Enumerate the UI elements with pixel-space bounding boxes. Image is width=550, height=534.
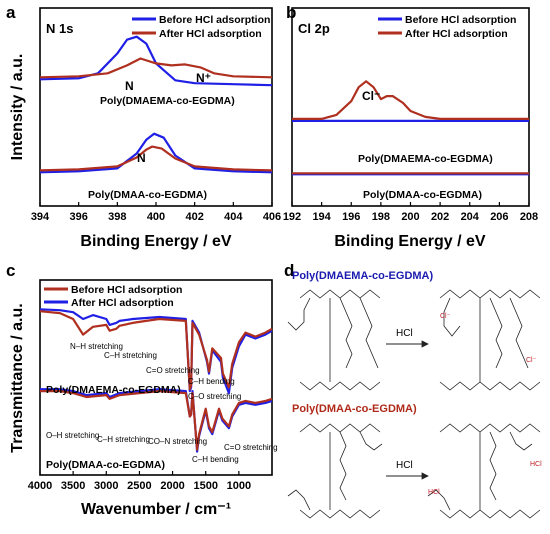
annotation-ch-stretching-top: C–H stretching bbox=[104, 351, 157, 360]
peak-label-n-bottom: N bbox=[137, 151, 146, 165]
x-axis-title-b: Binding Energy / eV bbox=[334, 233, 485, 250]
y-axis-title-c: Transmittance / a.u. bbox=[9, 303, 26, 452]
x-axis-title-c: Wavenumber / cm⁻¹ bbox=[81, 501, 231, 518]
x-tick-label-a-6: 406 bbox=[263, 211, 281, 223]
legend-label-before-b: Before HCl adsorption bbox=[405, 14, 516, 26]
annotation-con-stretching: CO–N stretching bbox=[148, 437, 207, 446]
peak-label-cl: Cl⁻ bbox=[362, 89, 380, 103]
legend-label-after-b: After HCl adsorption bbox=[405, 28, 508, 40]
series-line-c-1 bbox=[39, 310, 273, 391]
annotation-nh-stretching: N–H stretching bbox=[70, 342, 123, 351]
plot-b: 192 194 196 198 200 202 204 206 208 Cl 2p Before… bbox=[283, 7, 538, 250]
plot-c-frame bbox=[39, 279, 273, 476]
series-line-c-3 bbox=[40, 390, 273, 451]
x-tick-label-c-1: 3500 bbox=[61, 480, 85, 492]
x-tick-label-b-2: 196 bbox=[342, 211, 360, 223]
series-line-a-2 bbox=[39, 132, 273, 174]
cl-minus-label-right: Cl⁻ bbox=[526, 357, 537, 364]
scheme-title-top: Poly(DMAEMA-co-EGDMA) bbox=[292, 270, 433, 282]
x-tick-label-a-5: 404 bbox=[224, 211, 243, 223]
hcl-label-right: HCl bbox=[530, 461, 542, 468]
x-tick-label-a-3: 400 bbox=[147, 211, 165, 223]
plot-a: 394 396 398 400 402 404 406 N 1s Before HCl ad… bbox=[9, 7, 281, 250]
peak-label-n-top: N bbox=[125, 79, 134, 93]
series-line-a-3 bbox=[39, 145, 273, 172]
x-tick-label-a-2: 398 bbox=[108, 211, 126, 223]
x-axis-title-a: Binding Energy / eV bbox=[80, 233, 231, 250]
panel-letter-b: b bbox=[286, 3, 296, 22]
structure-dmaa-before bbox=[287, 423, 383, 519]
x-tick-label-b-4: 200 bbox=[401, 211, 419, 223]
legend-label-after-c: After HCl adsorption bbox=[71, 297, 174, 309]
y-axis-title-a: Intensity / a.u. bbox=[9, 54, 26, 161]
sample-label-b-bottom: Poly(DMAA-co-EGDMA) bbox=[363, 189, 482, 201]
x-tick-label-c-3: 2500 bbox=[127, 480, 151, 492]
annotation-oh-stretching: O–H stretching bbox=[46, 431, 99, 440]
reagent-label-bottom: HCl bbox=[396, 460, 413, 471]
series-line-a-0 bbox=[39, 35, 273, 87]
sample-label-c-top: Poly(DMAEMA-co-EGDMA) bbox=[46, 384, 181, 396]
x-tick-label-a-1: 396 bbox=[69, 211, 87, 223]
reaction-scheme: Poly(DMAEMA-co-EGDMA) Poly(DMAA-co-EGDMA… bbox=[287, 270, 542, 519]
x-tick-label-b-6: 204 bbox=[461, 211, 480, 223]
peak-label-nplus: N⁺ bbox=[196, 71, 211, 85]
core-level-label-a: N 1s bbox=[46, 21, 73, 36]
core-level-label-b: Cl 2p bbox=[298, 21, 330, 36]
series-line-a-1 bbox=[39, 57, 273, 79]
structure-dmaa-after bbox=[427, 423, 541, 519]
legend-label-before-a: Before HCl adsorption bbox=[159, 14, 270, 26]
x-tick-label-b-5: 202 bbox=[431, 211, 449, 223]
panel-letter-a: a bbox=[6, 3, 16, 22]
x-tick-label-b-3: 198 bbox=[372, 211, 390, 223]
x-tick-label-c-0: 4000 bbox=[28, 480, 52, 492]
annotation-co-stretching-top: C=O stretching bbox=[146, 366, 200, 375]
annotation-co-stretching-bottom: C=O stretching bbox=[224, 443, 278, 452]
cl-minus-label-top: Cl⁻ bbox=[440, 313, 451, 320]
scheme-title-bottom: Poly(DMAA-co-EGDMA) bbox=[292, 403, 417, 415]
series-line-b-1 bbox=[292, 80, 529, 121]
x-tick-label-c-4: 2000 bbox=[160, 480, 184, 492]
structure-dmaema-after bbox=[439, 289, 541, 391]
x-tick-label-c-2: 3000 bbox=[94, 480, 118, 492]
annotation-co-single-stretching-top: C–O stretching bbox=[188, 392, 241, 401]
structure-dmaema-before bbox=[287, 289, 381, 391]
annotation-ch-bending-bottom: C–H bending bbox=[192, 455, 239, 464]
legend-label-before-c: Before HCl adsorption bbox=[71, 284, 182, 296]
x-tick-label-a-4: 402 bbox=[185, 211, 203, 223]
x-tick-label-c-5: 1500 bbox=[193, 480, 217, 492]
reaction-arrow-top-head bbox=[421, 340, 429, 348]
panel-letter-c: c bbox=[6, 261, 15, 280]
x-tick-label-c-6: 1000 bbox=[227, 480, 251, 492]
x-tick-label-b-7: 206 bbox=[490, 211, 508, 223]
x-tick-label-b-1: 194 bbox=[312, 211, 331, 223]
annotation-ch-stretching-bottom: C–H stretching bbox=[97, 435, 150, 444]
sample-label-a-bottom: Poly(DMAA-co-EGDMA) bbox=[88, 189, 207, 201]
legend-label-after-a: After HCl adsorption bbox=[159, 28, 262, 40]
plot-c: 4000 3500 3000 2500 2000 1500 1000 Before HCl … bbox=[9, 279, 278, 518]
sample-label-b-top: Poly(DMAEMA-co-EGDMA) bbox=[358, 153, 493, 165]
reagent-label-top: HCl bbox=[396, 328, 413, 339]
x-tick-label-b-0: 192 bbox=[283, 211, 301, 223]
annotation-ch-bending-top: C–H bending bbox=[188, 377, 235, 386]
sample-label-c-bottom: Poly(DMAA-co-EGDMA) bbox=[46, 459, 165, 471]
sample-label-a-top: Poly(DMAEMA-co-EGDMA) bbox=[100, 95, 235, 107]
panel-letter-d: d bbox=[284, 261, 294, 280]
hcl-label-left: HCl bbox=[428, 489, 440, 496]
x-tick-label-a-0: 394 bbox=[31, 211, 50, 223]
x-tick-label-b-8: 208 bbox=[520, 211, 538, 223]
reaction-arrow-bottom-head bbox=[421, 472, 429, 480]
